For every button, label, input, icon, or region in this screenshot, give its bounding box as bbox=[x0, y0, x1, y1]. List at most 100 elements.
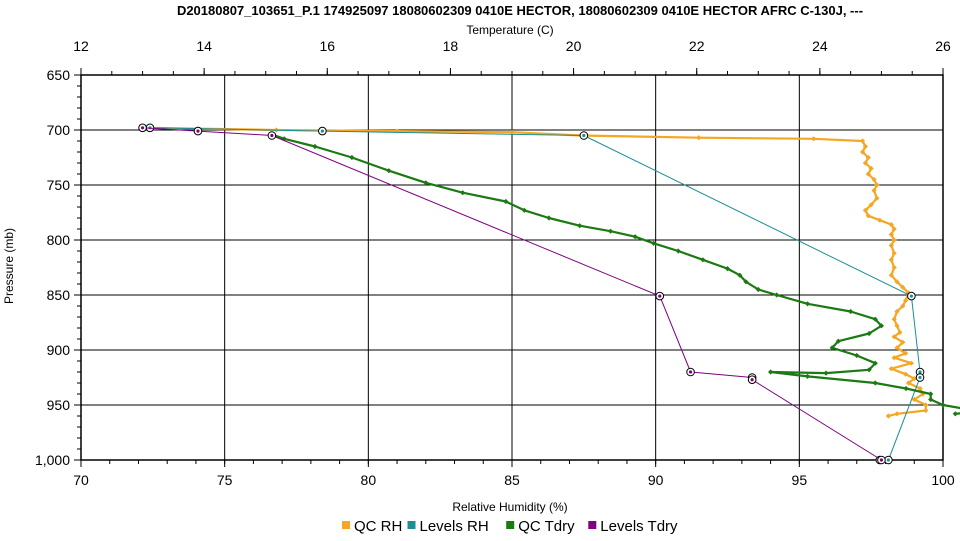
qc-rh-point bbox=[888, 257, 894, 263]
levels-tdry-point-center bbox=[879, 458, 884, 462]
qc-rh-point bbox=[868, 202, 874, 208]
qc-rh-point bbox=[871, 176, 877, 183]
x2-tick-label: 12 bbox=[73, 38, 89, 54]
levels-tdry-point-center bbox=[140, 126, 145, 130]
y-tick-label: 750 bbox=[47, 177, 71, 193]
qc-tdry-line bbox=[271, 133, 960, 415]
qc-rh-point bbox=[908, 360, 914, 366]
qc-tdry-point bbox=[928, 396, 934, 403]
qc-rh-point bbox=[905, 380, 912, 386]
qc-rh-point bbox=[871, 187, 877, 194]
qc-tdry-point bbox=[940, 402, 946, 408]
qc-tdry-point bbox=[546, 215, 552, 221]
qc-rh-point bbox=[865, 171, 871, 177]
y-tick-label: 950 bbox=[47, 397, 71, 413]
legend-label-levels-tdry: Levels Tdry bbox=[600, 518, 678, 535]
qc-tdry-point bbox=[700, 257, 706, 263]
chart-title: D20180807_103651_P.1 174925097 180806023… bbox=[177, 3, 863, 18]
qc-rh-point bbox=[891, 226, 897, 232]
qc-rh-point bbox=[885, 413, 892, 419]
levels-tdry-point-center bbox=[270, 133, 274, 138]
legend-swatch-levels-rh bbox=[407, 521, 416, 529]
qc-tdry-point bbox=[768, 369, 774, 375]
legend-swatch-levels-tdry bbox=[588, 521, 597, 529]
qc-rh-point bbox=[923, 407, 929, 414]
x2-tick-label: 18 bbox=[443, 38, 459, 54]
x-tick-label: 90 bbox=[648, 472, 664, 488]
qc-tdry-point bbox=[835, 338, 841, 344]
legend-label-levels-rh: Levels RH bbox=[420, 518, 489, 535]
levels-rh-point-center bbox=[909, 294, 913, 298]
qc-rh-point bbox=[903, 350, 909, 356]
qc-tdry-point bbox=[632, 234, 638, 240]
qc-tdry-point bbox=[521, 207, 527, 213]
qc-rh-point bbox=[859, 149, 866, 155]
x-tick-label: 70 bbox=[73, 472, 89, 488]
x-axis-label: Relative Humidity (%) bbox=[452, 500, 567, 514]
y-axis-label: Pressure (mb) bbox=[2, 228, 16, 304]
qc-rh-point bbox=[811, 136, 817, 142]
legend-swatch-qc-tdry bbox=[506, 521, 515, 529]
qc-rh-point bbox=[891, 334, 897, 340]
qc-tdry-point bbox=[952, 411, 958, 417]
qc-tdry-point bbox=[743, 279, 749, 285]
x-tick-label: 95 bbox=[792, 472, 808, 488]
x-tick-label: 85 bbox=[504, 472, 520, 488]
qc-rh-point bbox=[862, 143, 869, 150]
y-tick-label: 800 bbox=[47, 232, 71, 248]
qc-tdry-point bbox=[577, 223, 583, 229]
qc-rh-point bbox=[903, 371, 909, 377]
qc-tdry-point bbox=[607, 228, 614, 234]
qc-rh-point bbox=[891, 264, 897, 271]
qc-tdry-point bbox=[804, 301, 811, 307]
qc-rh-point bbox=[894, 411, 900, 417]
qc-tdry-point bbox=[854, 352, 860, 359]
legend-label-qc-rh: QC RH bbox=[354, 518, 402, 535]
qc-tdry-point bbox=[866, 367, 872, 373]
levels-rh-point-center bbox=[886, 458, 891, 462]
qc-rh-point bbox=[917, 385, 923, 392]
levels-rh-point-center bbox=[918, 375, 922, 380]
qc-rh-point bbox=[894, 323, 900, 329]
qc-tdry-point bbox=[755, 286, 761, 293]
qc-tdry-point bbox=[675, 248, 681, 254]
qc-rh-point bbox=[891, 237, 897, 243]
qc-rh-point bbox=[905, 290, 912, 296]
qc-tdry-point bbox=[829, 345, 835, 351]
legend: QC RH Levels RH QC Tdry Levels Tdry bbox=[342, 518, 678, 535]
qc-rh-point bbox=[900, 284, 906, 290]
qc-tdry-point bbox=[651, 240, 657, 246]
qc-rh-point bbox=[894, 345, 900, 351]
levels-rh-line bbox=[149, 127, 921, 461]
x-tick-label: 100 bbox=[931, 472, 955, 488]
qc-rh-point bbox=[900, 303, 906, 309]
qc-tdry-point bbox=[386, 168, 392, 174]
x2-tick-label: 16 bbox=[319, 38, 335, 54]
y-tick-label: 900 bbox=[47, 342, 71, 358]
qc-tdry-point bbox=[872, 316, 878, 322]
qc-tdry-point bbox=[928, 391, 934, 397]
legend-swatch-qc-rh bbox=[342, 521, 350, 529]
qc-rh-point bbox=[868, 165, 874, 172]
qc-rh-point bbox=[509, 129, 515, 135]
qc-rh-point bbox=[865, 154, 871, 161]
qc-rh-point bbox=[891, 355, 897, 361]
x2-tick-label: 20 bbox=[566, 38, 582, 54]
qc-rh-point bbox=[874, 195, 880, 201]
qc-rh-point bbox=[891, 250, 897, 256]
qc-tdry-point bbox=[503, 198, 509, 205]
x-tick-label: 80 bbox=[361, 472, 377, 488]
qc-tdry-point bbox=[872, 380, 878, 386]
qc-rh-point bbox=[891, 316, 897, 322]
qc-tdry-point bbox=[312, 143, 318, 150]
qc-rh-point bbox=[888, 222, 894, 228]
x2-axis-label: Temperature (C) bbox=[466, 23, 553, 37]
qc-tdry-point bbox=[866, 330, 872, 337]
x2-tick-label: 26 bbox=[935, 38, 951, 54]
qc-rh-point bbox=[894, 308, 900, 315]
qc-rh-point bbox=[877, 217, 883, 223]
qc-rh-point bbox=[923, 402, 929, 408]
x2-tick-label: 24 bbox=[812, 38, 828, 54]
qc-tdry-point bbox=[423, 180, 429, 186]
